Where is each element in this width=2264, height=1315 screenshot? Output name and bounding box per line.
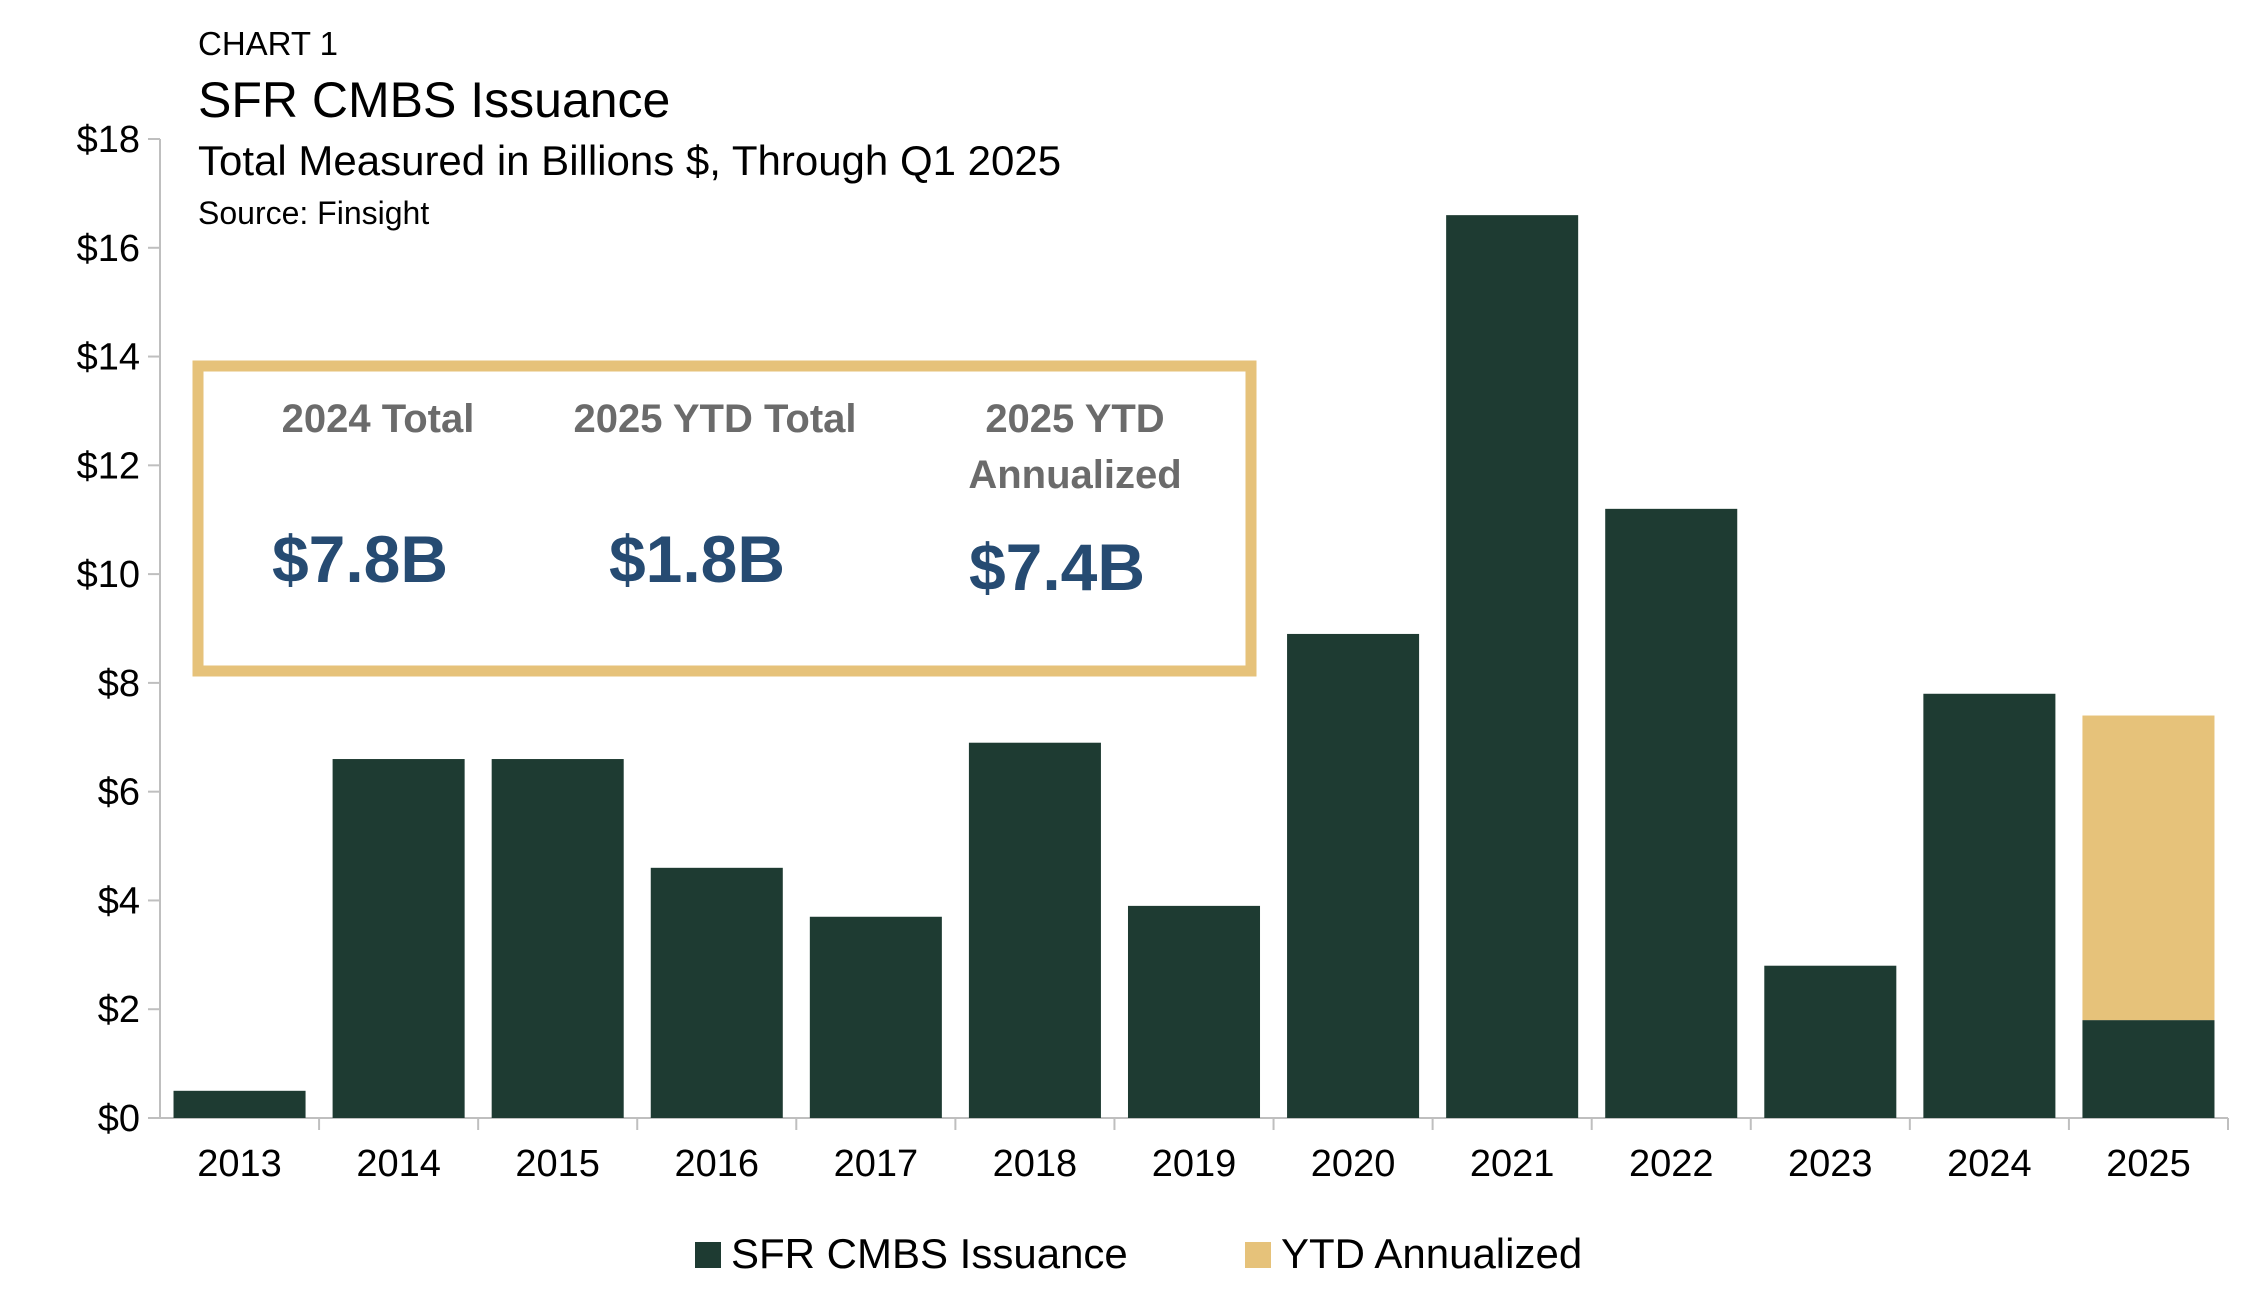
y-tick-label: $10 (77, 554, 140, 596)
bar-sfr-cmbs-issuance (1287, 633, 1420, 1118)
legend: SFR CMBS Issuance YTD Annualized (695, 1230, 1582, 1277)
y-tick-label: $0 (98, 1098, 140, 1140)
x-tick-label: 2024 (1947, 1143, 2032, 1185)
stat-value: $1.8B (609, 522, 785, 596)
x-tick-label: 2025 (2106, 1143, 2191, 1185)
stats-box-border (192, 360, 1257, 677)
bar-ytd-annualized (2082, 715, 2215, 1021)
x-tick-label: 2021 (1470, 1143, 1555, 1185)
bar-sfr-cmbs-issuance (2082, 1020, 2215, 1118)
x-tick-label: 2016 (674, 1143, 759, 1185)
stat-label: Annualized (968, 453, 1181, 497)
x-tick-label: 2020 (1311, 1143, 1396, 1185)
chart-source: Source: Finsight (198, 195, 429, 231)
bar-sfr-cmbs-issuance (968, 742, 1101, 1118)
stats-box: 2024 Total $7.8B 2025 YTD Total $1.8B 2025 Y… (192, 360, 1257, 677)
bar-sfr-cmbs-issuance (809, 916, 942, 1118)
y-tick-label: $6 (98, 772, 140, 814)
x-tick-label: 2015 (515, 1143, 600, 1185)
x-axis: 2013 2014 2015 2016 2017 2018 2019 2020 2021 2022… (160, 1117, 2229, 1185)
chart-kicker: CHART 1 (198, 25, 338, 62)
y-tick-label: $12 (77, 445, 140, 487)
y-tick-label: $16 (77, 228, 140, 270)
bar-sfr-cmbs-issuance (1446, 215, 1579, 1119)
x-tick-label: 2013 (197, 1143, 282, 1185)
chart-subtitle: Total Measured in Billions $, Through Q1… (198, 137, 1061, 184)
stat-value: $7.4B (969, 530, 1145, 604)
stat-value: $7.8B (272, 522, 448, 596)
bar-sfr-cmbs-issuance (491, 759, 624, 1118)
x-tick-label: 2018 (993, 1143, 1078, 1185)
y-tick-label: $2 (98, 989, 140, 1031)
y-axis: $0 $2 $4 $6 $8 $10 $12 $14 $16 $18 (77, 119, 161, 1140)
legend-label: YTD Annualized (1281, 1230, 1582, 1277)
stat-label: 2025 YTD Total (573, 397, 856, 441)
y-tick-label: $14 (77, 337, 140, 379)
bar-sfr-cmbs-issuance (1764, 965, 1897, 1118)
stat-label: 2025 YTD (985, 397, 1164, 441)
bar-sfr-cmbs-issuance (1605, 508, 1738, 1118)
legend-swatch (695, 1242, 721, 1268)
bar-sfr-cmbs-issuance (1923, 693, 2056, 1118)
legend-swatch (1245, 1242, 1271, 1268)
y-tick-label: $18 (77, 119, 140, 161)
bar-sfr-cmbs-issuance (173, 1090, 306, 1118)
y-tick-label: $8 (98, 663, 140, 705)
legend-label: SFR CMBS Issuance (731, 1230, 1128, 1277)
stats-items: 2024 Total $7.8B 2025 YTD Total $1.8B 2025 Y… (272, 397, 1182, 604)
x-tick-label: 2014 (356, 1143, 441, 1185)
y-tick-label: $4 (98, 880, 140, 922)
bars (173, 215, 2215, 1119)
bar-sfr-cmbs-issuance (650, 867, 783, 1118)
x-tick-label: 2017 (834, 1143, 919, 1185)
bar-sfr-cmbs-issuance (1127, 905, 1261, 1118)
x-tick-label: 2022 (1629, 1143, 1714, 1185)
stat-label: 2024 Total (282, 397, 475, 441)
x-tick-label: 2019 (1152, 1143, 1237, 1185)
chart-header: CHART 1 SFR CMBS Issuance Total Measured… (198, 25, 1061, 231)
x-tick-label: 2023 (1788, 1143, 1873, 1185)
chart-title: SFR CMBS Issuance (198, 72, 670, 128)
bar-sfr-cmbs-issuance (332, 759, 465, 1118)
